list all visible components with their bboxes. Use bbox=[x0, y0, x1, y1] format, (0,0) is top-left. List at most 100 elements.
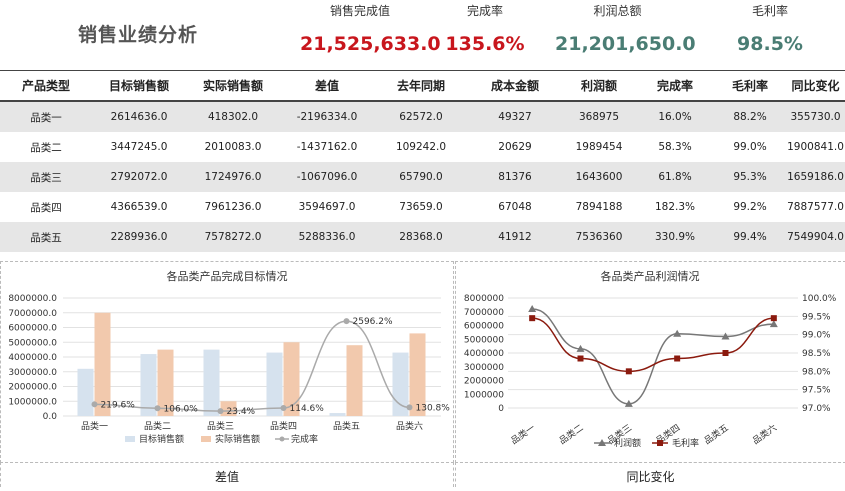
data-label: 23.4% bbox=[227, 407, 256, 417]
legend-label: 毛利率 bbox=[672, 437, 699, 449]
y-tick-label: 8000000.0 bbox=[8, 294, 57, 304]
table-cell: 3447245.0 bbox=[110, 141, 168, 153]
gross-margin-point bbox=[625, 368, 632, 375]
y-tick-label: 1000000.0 bbox=[8, 397, 57, 407]
y2-tick-label: 99.0% bbox=[802, 331, 831, 341]
y-tick-label: 2000000.0 bbox=[8, 383, 57, 393]
gross-margin-point bbox=[722, 350, 729, 356]
table-row: 品类五 2289936.0 7578272.0 5288336.0 28368.0 419… bbox=[0, 222, 845, 252]
bar bbox=[392, 352, 409, 416]
table-cell: 41912 bbox=[468, 222, 562, 252]
table-cell: 4366539.0 bbox=[110, 201, 168, 213]
kpi-gross-margin: 毛利率 98.5% bbox=[725, 0, 815, 55]
table-cell: 20629 bbox=[498, 141, 532, 153]
kpi-total-profit: 利润总额 21,201,650.0 bbox=[555, 0, 696, 55]
x-tick-label: 品类一 bbox=[508, 422, 537, 447]
data-label: 106.0% bbox=[164, 404, 199, 414]
bar bbox=[220, 401, 237, 416]
y-tick-label: 2000000 bbox=[464, 377, 504, 387]
x-tick-label: 品类五 bbox=[702, 422, 731, 447]
table-cell: 330.9% bbox=[636, 222, 714, 252]
bar bbox=[283, 342, 300, 416]
table-cell: 65790.0 bbox=[374, 162, 468, 192]
column-header: 同比变化 bbox=[786, 70, 845, 102]
x-tick-label: 品类四 bbox=[270, 420, 297, 432]
table-cell: 1989454 bbox=[575, 141, 623, 153]
table-cell: 73659.0 bbox=[399, 201, 443, 213]
y-tick-label: 0 bbox=[498, 404, 504, 414]
yoy-chart-title: 同比变化 bbox=[455, 462, 845, 487]
bar bbox=[140, 354, 157, 416]
x-tick-label: 品类三 bbox=[207, 420, 234, 432]
diff-chart-title: 差值 bbox=[0, 462, 454, 487]
profit-point bbox=[576, 344, 585, 352]
table-cell: 95.3% bbox=[714, 162, 786, 192]
kpi-value: 21,525,633.0 bbox=[300, 33, 441, 55]
row-category-cell: 品类四 bbox=[30, 201, 62, 214]
y-tick-label: 6000000.0 bbox=[8, 324, 57, 334]
table-cell: 28368.0 bbox=[374, 222, 468, 252]
table-cell: 1643600 bbox=[562, 162, 636, 192]
column-header: 完成率 bbox=[636, 70, 714, 102]
profit-chart-panel: 各品类产品利润情况 0 1000000 2000000 3000000 4000000 50… bbox=[455, 261, 845, 463]
y-tick-label: 4000000.0 bbox=[8, 353, 57, 363]
profit-point bbox=[624, 399, 633, 407]
row-category-cell: 品类三 bbox=[0, 162, 92, 192]
x-tick-label: 品类六 bbox=[750, 422, 779, 447]
header: 销售业绩分析 销售完成值 21,525,633.0 完成率 135.6% 利润总… bbox=[0, 0, 845, 70]
column-header: 利润额 bbox=[562, 70, 636, 102]
table-row: 品类三 2792072.0 1724976.0 -1067096.0 65790.0 81… bbox=[0, 162, 845, 192]
completion-chart: 各品类产品完成目标情况 0.0 1000000.0 2000000.0 3000000.… bbox=[8, 269, 451, 445]
completion-rate-point bbox=[343, 318, 350, 325]
row-category-cell: 品类五 bbox=[0, 222, 92, 252]
gross-margin-point bbox=[577, 355, 584, 362]
x-tick-label: 品类五 bbox=[333, 420, 360, 432]
data-label: 219.6% bbox=[101, 400, 136, 410]
bar bbox=[346, 345, 363, 416]
table-cell: 3594697.0 bbox=[298, 201, 356, 213]
y-tick-label: 5000000 bbox=[464, 335, 504, 345]
completion-rate-point bbox=[91, 401, 98, 408]
bar bbox=[203, 349, 220, 416]
y-tick-label: 3000000 bbox=[464, 363, 504, 373]
table-row: 品类四 4366539.0 7961236.0 3594697.0 73659.0 670… bbox=[0, 192, 845, 222]
column-header: 成本金额 bbox=[468, 70, 562, 102]
table-cell: 7887577.0 bbox=[787, 201, 844, 213]
completion-chart-panel: 各品类产品完成目标情况 0.0 1000000.0 2000000.0 3000000.… bbox=[0, 261, 454, 463]
bar bbox=[77, 368, 94, 416]
kpi-sales-completed: 销售完成值 21,525,633.0 bbox=[300, 0, 441, 55]
gross-margin-line bbox=[532, 317, 774, 373]
gross-margin-point bbox=[674, 355, 681, 362]
y2-tick-label: 98.0% bbox=[802, 367, 831, 377]
legend-marker bbox=[657, 440, 663, 446]
legend-marker bbox=[598, 439, 606, 446]
table-cell: 49327 bbox=[468, 101, 562, 132]
kpi-completion-rate: 完成率 135.6% bbox=[440, 0, 530, 55]
legend-label: 完成率 bbox=[291, 433, 318, 445]
y-tick-label: 4000000 bbox=[464, 349, 504, 359]
legend-swatch bbox=[201, 436, 211, 442]
column-header: 去年同期 bbox=[374, 70, 468, 102]
kpi-value: 21,201,650.0 bbox=[555, 33, 696, 55]
table-cell: 7536360 bbox=[562, 222, 636, 252]
x-tick-label: 品类二 bbox=[144, 420, 171, 432]
y-tick-label: 8000000 bbox=[464, 294, 504, 304]
table-cell: 99.2% bbox=[733, 201, 767, 213]
kpi-label: 利润总额 bbox=[593, 4, 642, 18]
bar bbox=[329, 413, 346, 416]
row-category-cell: 品类一 bbox=[0, 101, 92, 132]
table-header-row: 产品类型 目标销售额 实际销售额 差值 去年同期 成本金额 利润额 完成率 毛利… bbox=[0, 70, 845, 102]
x-tick-label: 品类二 bbox=[557, 422, 586, 447]
profit-point bbox=[721, 332, 730, 340]
completion-rate-point bbox=[154, 405, 161, 412]
y2-tick-label: 97.5% bbox=[802, 386, 831, 396]
bar bbox=[409, 333, 426, 416]
kpi-value: 135.6% bbox=[445, 33, 525, 55]
y2-tick-label: 98.5% bbox=[802, 349, 831, 359]
table-cell: 7549904.0 bbox=[786, 222, 845, 252]
table-cell: 1900841.0 bbox=[787, 141, 844, 153]
data-label: 130.8% bbox=[416, 403, 451, 413]
table-cell: 5288336.0 bbox=[280, 222, 374, 252]
y-tick-label: 3000000.0 bbox=[8, 368, 57, 378]
bar bbox=[266, 352, 283, 416]
